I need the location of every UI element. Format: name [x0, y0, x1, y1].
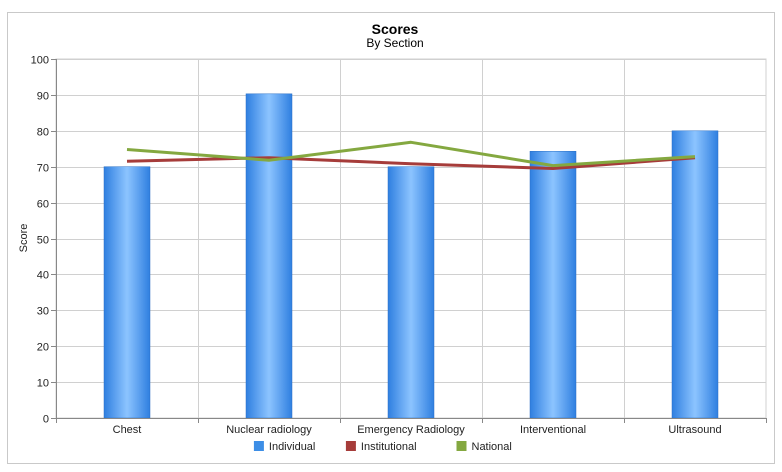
y-tick-label: 50	[37, 235, 49, 247]
lines	[126, 140, 696, 170]
x-tick-label: Chest	[113, 424, 142, 436]
bar-individual	[103, 166, 151, 419]
legend-swatch-institutional	[345, 441, 356, 451]
series-line-institutional	[126, 156, 696, 170]
bar-individual	[245, 93, 293, 419]
x-tick-label: Ultrasound	[668, 424, 721, 436]
bar-individual	[387, 166, 435, 419]
legend-label-individual: Individual	[269, 441, 315, 453]
x-tick-label: Interventional	[520, 424, 586, 436]
bars	[103, 93, 719, 419]
y-axis-label: Score	[18, 224, 30, 253]
legend-label-institutional: Institutional	[361, 441, 417, 453]
chart-subtitle: By Section	[366, 36, 423, 50]
axes: 0 10 20 30 40 50 60 70 80 90 100 Chest Nuclear radio…	[31, 55, 767, 436]
x-tick-label: Emergency Radiology	[357, 424, 465, 436]
y-tick-label: 20	[37, 342, 49, 354]
y-tick-label: 80	[37, 127, 49, 139]
bar-individual	[529, 151, 577, 419]
legend-swatch-national	[456, 441, 467, 451]
bar-individual	[671, 130, 719, 419]
y-tick-label: 100	[31, 55, 49, 67]
y-tick-label: 90	[37, 91, 49, 103]
y-tick-label: 10	[37, 378, 49, 390]
x-tick-label: Nuclear radiology	[226, 424, 312, 436]
y-tick-label: 70	[37, 163, 49, 175]
y-tick-label: 30	[37, 306, 49, 318]
legend-swatch-individual	[253, 441, 264, 451]
y-tick-label: 40	[37, 270, 49, 282]
series-line-national	[126, 140, 696, 168]
legend-label-national: National	[472, 441, 512, 453]
legend: Individual Institutional National	[253, 441, 512, 453]
y-tick-label: 0	[43, 414, 49, 426]
y-tick-label: 60	[37, 199, 49, 211]
chart-title: Scores	[372, 21, 419, 37]
